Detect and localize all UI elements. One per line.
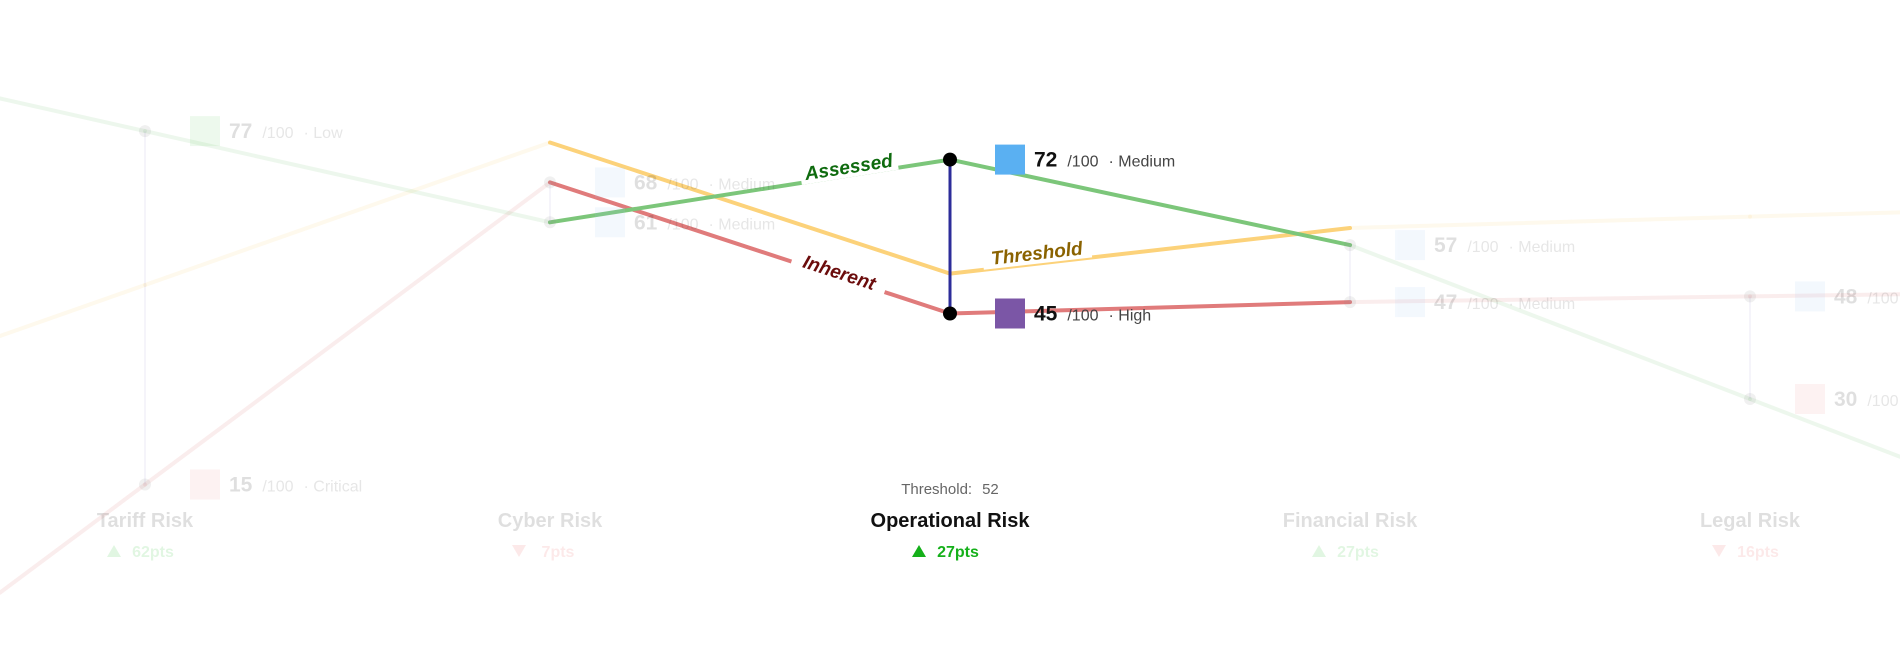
inherent-value-label: 47/100 · Medium (1395, 287, 1575, 318)
assessed-score-text: 61/100 · Medium (634, 211, 775, 234)
arrow-up-icon (107, 545, 121, 557)
inherent-swatch (1395, 287, 1425, 318)
inherent-point[interactable] (544, 176, 556, 189)
inherent-line-segment (1748, 292, 1900, 299)
arrow-down-icon (1712, 545, 1726, 557)
inherent-swatch (995, 298, 1025, 329)
threshold-line-segment (1348, 214, 1752, 230)
inherent-score-text: 48/100 (1834, 285, 1899, 308)
assessed-score-text: 57/100 · Medium (1434, 234, 1575, 257)
inherent-line-segment (0, 482, 147, 595)
assessed-swatch (995, 144, 1025, 175)
category-label[interactable]: Operational Risk (871, 510, 1031, 532)
inherent-point[interactable] (1744, 290, 1756, 303)
inherent-value-label: 15/100 · Critical (190, 469, 362, 500)
inherent-series-label: Inherent (789, 248, 889, 298)
assessed-line-segment (143, 129, 552, 225)
assessed-line-segment (1748, 397, 1900, 459)
inherent-swatch (595, 167, 625, 198)
threshold-line-segment (548, 140, 952, 276)
inherent-line-segment (548, 180, 952, 316)
assessed-value-label: 77/100 · Low (190, 116, 343, 147)
delta-label: 16pts (1737, 544, 1779, 561)
threshold-line-segment (948, 226, 1352, 276)
threshold-readout-label: Threshold: (901, 481, 972, 498)
threshold-line-segment (143, 140, 552, 287)
threshold-line-segment (1748, 210, 1900, 219)
assessed-swatch (1795, 384, 1825, 414)
assessed-swatch (595, 207, 625, 238)
assessed-value-label: 57/100 · Medium (1395, 230, 1575, 261)
category-axis: Tariff Risk 62pts Cyber Risk 7pts Operationa… (97, 510, 1801, 561)
assessed-value-label: 72/100 · Medium (995, 144, 1175, 175)
category-label[interactable]: Legal Risk (1700, 510, 1801, 532)
inherent-value-label: 45/100 · High (995, 298, 1151, 329)
assessed-swatch (190, 116, 220, 147)
series-lines (0, 96, 1900, 595)
delta-label: 27pts (1337, 544, 1379, 561)
inherent-value-label: 48/100 (1795, 281, 1899, 312)
threshold-readout-value: 52 (982, 481, 999, 498)
assessed-score-text: 72/100 · Medium (1034, 149, 1175, 172)
series-labels: Assessed Inherent Threshold (789, 149, 1093, 298)
arrow-up-icon (1312, 545, 1326, 557)
assessed-line-segment (0, 96, 147, 134)
assessed-series-label: Assessed (798, 149, 899, 186)
assessed-value-label: 61/100 · Medium (595, 207, 775, 238)
inherent-point[interactable] (943, 306, 957, 321)
svg-text:Inherent: Inherent (800, 252, 878, 296)
connectors (144, 131, 1751, 485)
svg-text:Assessed: Assessed (802, 151, 894, 186)
assessed-point[interactable] (139, 125, 151, 138)
category-label[interactable]: Tariff Risk (97, 510, 194, 532)
category-group: Legal Risk 16pts (1700, 510, 1801, 561)
category-label[interactable]: Financial Risk (1283, 510, 1418, 532)
delta-label: 7pts (542, 544, 575, 561)
inherent-line-segment (143, 180, 552, 487)
assessed-point[interactable] (544, 216, 556, 229)
delta-label: 27pts (937, 544, 979, 561)
assessed-swatch (1395, 230, 1425, 261)
inherent-line-segment (1348, 294, 1752, 305)
assessed-point[interactable] (1344, 239, 1356, 252)
inherent-point[interactable] (139, 478, 151, 491)
assessed-score-text: 30/100 (1834, 388, 1899, 411)
value-labels: 77/100 · Low 15/100 · Critical 61/100 · Mediu… (190, 116, 1899, 500)
delta-label: 62pts (132, 544, 174, 561)
assessed-line-segment (1348, 243, 1752, 401)
inherent-score-text: 68/100 · Medium (634, 171, 775, 194)
arrow-down-icon (512, 545, 526, 557)
category-label[interactable]: Cyber Risk (498, 510, 603, 532)
data-points (139, 125, 1756, 491)
inherent-point[interactable] (1344, 296, 1356, 309)
inherent-value-label: 68/100 · Medium (595, 167, 775, 198)
threshold-readout-text: Threshold: 52 (901, 481, 999, 498)
category-group: Cyber Risk 7pts (498, 510, 603, 561)
category-group: Financial Risk 27pts (1283, 510, 1418, 561)
assessed-value-label: 30/100 (1795, 384, 1899, 414)
category-group: Operational Risk 27pts (871, 510, 1031, 561)
assessed-point[interactable] (943, 152, 957, 167)
inherent-swatch (190, 469, 220, 500)
assessed-score-text: 77/100 · Low (229, 120, 343, 143)
assessed-point[interactable] (1744, 393, 1756, 405)
arrow-up-icon (912, 545, 926, 557)
threshold-line-segment (0, 283, 147, 339)
inherent-score-text: 45/100 · High (1034, 303, 1151, 326)
threshold-readout: Threshold: 52 (901, 481, 999, 498)
threshold-series-label: Threshold (981, 237, 1093, 270)
inherent-score-text: 15/100 · Critical (229, 474, 362, 497)
inherent-swatch (1795, 281, 1825, 312)
category-group: Tariff Risk 62pts (97, 510, 194, 561)
inherent-score-text: 47/100 · Medium (1434, 291, 1575, 314)
